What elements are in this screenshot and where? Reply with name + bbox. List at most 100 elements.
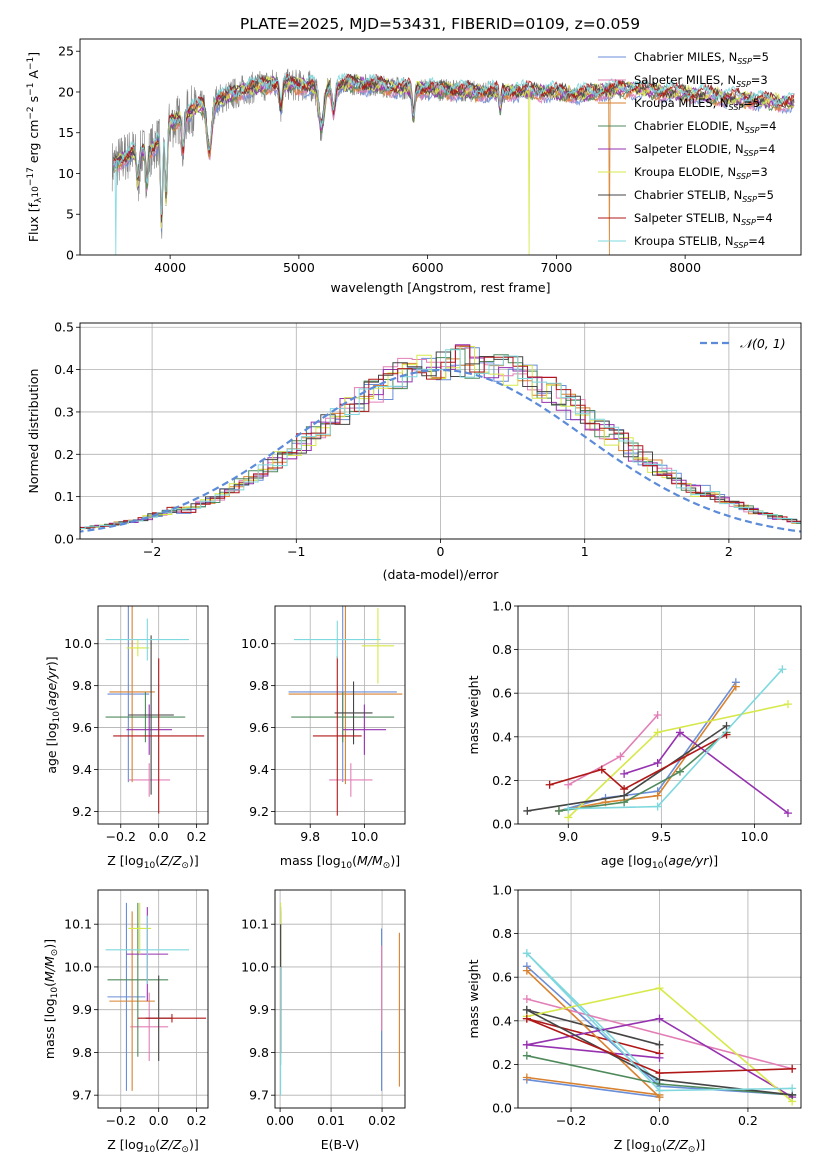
label-part: )]	[44, 656, 59, 666]
y-axis-label: Normed distribution	[26, 369, 41, 494]
x-axis-label: age [log10(age/yr)]	[601, 853, 718, 871]
tick-label-x: 7000	[540, 260, 572, 275]
legend-label: Chabrier STELIB, NSSP=5	[634, 188, 774, 204]
label-part: (	[663, 853, 668, 868]
label-part: )]	[42, 939, 57, 949]
tick-label-y: 0.2	[54, 447, 74, 462]
label-part: (	[42, 982, 57, 987]
series-line	[558, 731, 728, 812]
legend-label: Kroupa STELIB, NSSP=4	[634, 234, 765, 250]
plot-area	[523, 665, 792, 822]
legend-text: Kroupa ELODIE, N	[634, 165, 736, 179]
label-part: 10	[52, 711, 62, 723]
tick-label-y: 1.0	[492, 883, 512, 898]
normal-curve	[80, 368, 801, 533]
tick-label-x: 1	[581, 544, 589, 559]
residual-histogram	[80, 345, 801, 530]
tick-label-x: 0.01	[317, 1113, 345, 1128]
tick-label-x: 9.5	[651, 829, 671, 844]
tick-label-y: 0.4	[492, 729, 512, 744]
label-part: ⊙	[688, 1145, 696, 1155]
legend-label: Chabrier ELODIE, NSSP=4	[634, 119, 776, 135]
tick-label-y: 9.4	[72, 762, 92, 777]
axes-residuals: −2 −1 0 1 2 0.0 0.1 0.2 0.3 0.4 0.5 𝒩(0, 1) (data-mo…	[26, 320, 802, 582]
tick-label-x: −0.2	[556, 1113, 586, 1128]
tick-label-y: 0.8	[492, 642, 512, 657]
axes-frame	[97, 889, 209, 1109]
tick-label-y: 9.8	[72, 678, 92, 693]
plot-area	[105, 902, 207, 1091]
tick-label-x: 4000	[154, 260, 186, 275]
point-marker	[653, 758, 662, 767]
tick-label-y: 0.6	[492, 970, 512, 985]
point-marker	[653, 791, 662, 800]
label-part: ⊙	[50, 949, 60, 957]
tick-label-y: 0.3	[54, 404, 74, 419]
label-part: λ	[34, 197, 44, 203]
legend-text: Salpeter MILES, N	[634, 73, 736, 87]
plot-area	[280, 902, 400, 1096]
legend-sub: SSP	[729, 103, 744, 112]
y-axis-label: mass weight	[466, 675, 481, 754]
tick-label-y: 0.5	[54, 320, 74, 335]
series-line	[526, 1044, 660, 1059]
label-part: )]	[189, 853, 199, 868]
tick-label-y: 0	[66, 248, 74, 263]
label-part: Z/Z	[159, 1137, 182, 1152]
tick-label-x: 9.0	[558, 829, 578, 844]
observed-spectrum	[111, 68, 615, 239]
legend-sub: SSP	[742, 195, 757, 204]
label-part: Z [log	[107, 853, 143, 868]
legend-text: Chabrier MILES, N	[634, 50, 737, 64]
y-axis-label: mass weight	[466, 959, 481, 1038]
tick-label-x: 0.2	[187, 829, 207, 844]
point-marker	[616, 752, 625, 761]
tick-label-x: 6000	[412, 260, 444, 275]
tick-label-x: −2	[143, 544, 161, 559]
point-marker	[731, 682, 740, 691]
label-part: (	[352, 853, 357, 868]
legend-tail: =4	[748, 234, 765, 248]
tick-label-x: 5000	[283, 260, 315, 275]
point-marker	[522, 949, 531, 958]
point-marker	[675, 728, 684, 737]
tick-label-y: 25	[58, 44, 74, 59]
tick-label-x: 8000	[669, 260, 701, 275]
axes-frame	[274, 889, 406, 1109]
point-marker	[523, 806, 532, 815]
tick-label-x: 0.0	[149, 1113, 169, 1128]
label-part: −2	[26, 106, 36, 119]
tick-label-y: 9.8	[249, 1045, 269, 1060]
tick-label-y: 9.7	[249, 1088, 269, 1103]
tick-label-x: 0.0	[650, 1113, 670, 1128]
point-marker	[722, 721, 731, 730]
label-part: age/yr	[668, 853, 709, 868]
point-marker	[522, 1051, 531, 1060]
legend-label: Salpeter STELIB, NSSP=4	[634, 211, 773, 227]
label-part: 10	[341, 861, 353, 871]
tick-label-y: 10.1	[241, 917, 269, 932]
point-marker	[783, 809, 792, 818]
residual-histogram	[80, 347, 801, 529]
axes-mass-weight-vs-age: 9.0 9.5 10.0 0.0 0.2 0.4 0.6 0.8 1.0 age [log10(a…	[466, 599, 802, 871]
point-marker	[655, 1086, 664, 1095]
point-marker	[655, 1014, 664, 1023]
label-part: M/M	[357, 853, 383, 868]
label-part: ⊙	[181, 861, 189, 871]
point-marker	[522, 1014, 531, 1023]
legend-sub: SSP	[745, 126, 760, 135]
legend-tail: =5	[743, 96, 760, 110]
tick-label-x: 9.8	[300, 829, 320, 844]
tick-label-x: −0.2	[106, 829, 136, 844]
tick-label-x: 0.00	[266, 1113, 294, 1128]
tick-label-y: 9.9	[72, 1002, 92, 1017]
tick-label-x: 0.0	[149, 829, 169, 844]
label-part: Z [log	[614, 1137, 650, 1152]
legend-tail: =3	[751, 165, 768, 179]
point-marker	[564, 780, 573, 789]
legend-label: Salpeter ELODIE, NSSP=4	[634, 142, 775, 158]
legend-text: Kroupa STELIB, N	[634, 234, 734, 248]
legend-tail: =5	[752, 50, 769, 64]
